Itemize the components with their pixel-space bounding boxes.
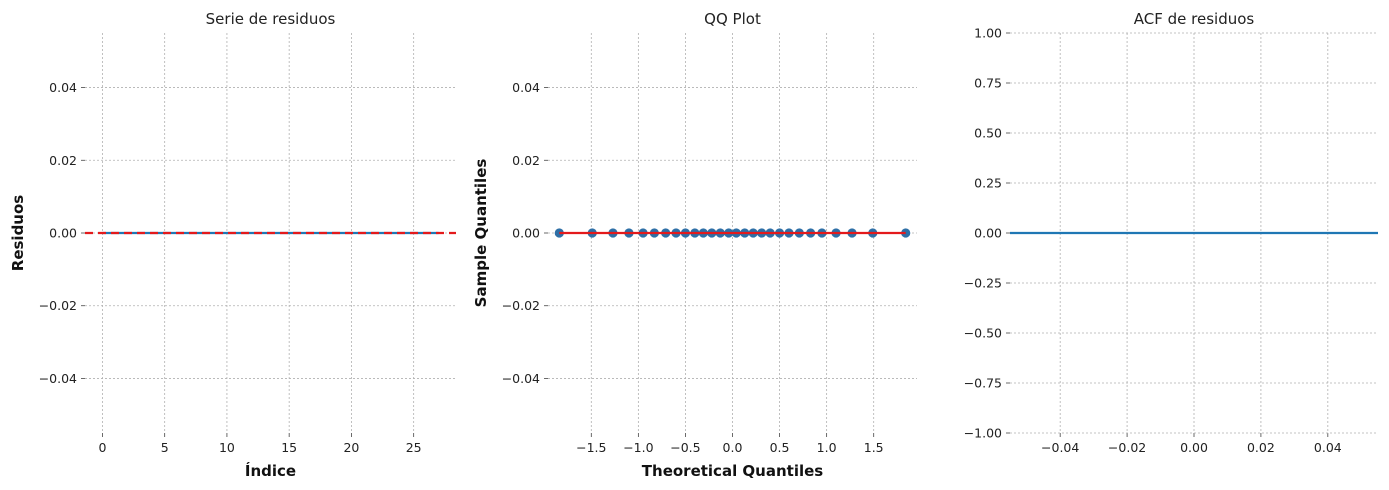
- residuals-x-tick-label: 15: [281, 440, 297, 455]
- residuals-y-tick-label: 0.00: [49, 226, 77, 241]
- acf-y-tick-label: −0.75: [964, 376, 1002, 391]
- acf-y-tick-label: 0.50: [974, 126, 1002, 141]
- residuals-y-tick-label: 0.02: [49, 153, 77, 168]
- qq-x-tick-label: −1.5: [576, 440, 606, 455]
- residuals-x-tick-label: 25: [406, 440, 422, 455]
- residuals-chart-title: Serie de residuos: [206, 10, 336, 28]
- acf-panel: −0.04 −0.02 0.00 0.02 0.04 −1.00 −0.75 −0.50 −0.…: [964, 10, 1378, 455]
- qq-x-tick-label: 0.5: [770, 440, 790, 455]
- qq-x-tick-label: −1.0: [623, 440, 653, 455]
- qq-x-tick-label: 1.0: [817, 440, 837, 455]
- residuals-y-tick-label: −0.02: [39, 298, 77, 313]
- residuals-x-axis-label: Índice: [245, 461, 296, 480]
- acf-x-tick-label: 0.02: [1247, 440, 1275, 455]
- qq-x-tick-label: −0.5: [670, 440, 700, 455]
- qq-x-axis-label: Theoretical Quantiles: [642, 462, 824, 480]
- residuals-x-tick-label: 10: [219, 440, 235, 455]
- acf-y-tick-label: −0.50: [964, 326, 1002, 341]
- qq-x-tick-label: 0.0: [723, 440, 743, 455]
- residuals-y-tick-label: −0.04: [39, 371, 77, 386]
- qq-y-tick-label: 0.02: [512, 153, 540, 168]
- acf-y-tick-label: 0.25: [974, 176, 1002, 191]
- acf-chart-title: ACF de residuos: [1134, 10, 1255, 28]
- acf-x-tick-label: −0.02: [1108, 440, 1146, 455]
- qq-y-tick-label: −0.02: [502, 298, 540, 313]
- acf-x-tick-label: 0.00: [1180, 440, 1208, 455]
- acf-y-tick-label: −0.25: [964, 276, 1002, 291]
- acf-x-tick-label: 0.04: [1314, 440, 1342, 455]
- qq-y-tick-label: 0.00: [512, 226, 540, 241]
- residuals-series-panel: 0 5 10 15 20 25 −0.04 −0.02 0.00 0.02 0.04 Serie de…: [9, 10, 456, 480]
- acf-x-tick-label: −0.04: [1041, 440, 1079, 455]
- residuals-x-tick-label: 5: [161, 440, 169, 455]
- acf-y-tick-label: 0.00: [974, 226, 1002, 241]
- qq-y-tick-label: 0.04: [512, 80, 540, 95]
- qq-x-tick-label: 1.5: [864, 440, 884, 455]
- residuals-y-axis-label: Residuos: [9, 195, 27, 272]
- acf-y-tick-label: 1.00: [974, 26, 1002, 41]
- residuals-y-tick-label: 0.04: [49, 80, 77, 95]
- qq-y-tick-label: −0.04: [502, 371, 540, 386]
- qq-y-axis-label: Sample Quantiles: [472, 159, 490, 308]
- residuals-x-tick-label: 20: [343, 440, 359, 455]
- qq-plot-panel: −1.5 −1.0 −0.5 0.0 0.5 1.0 1.5 −0.04 −0.02 0.00 0.…: [472, 10, 917, 480]
- acf-y-tick-label: −1.00: [964, 426, 1002, 441]
- acf-y-tick-label: 0.75: [974, 76, 1002, 91]
- residuals-x-tick-label: 0: [98, 440, 106, 455]
- qq-chart-title: QQ Plot: [704, 10, 761, 28]
